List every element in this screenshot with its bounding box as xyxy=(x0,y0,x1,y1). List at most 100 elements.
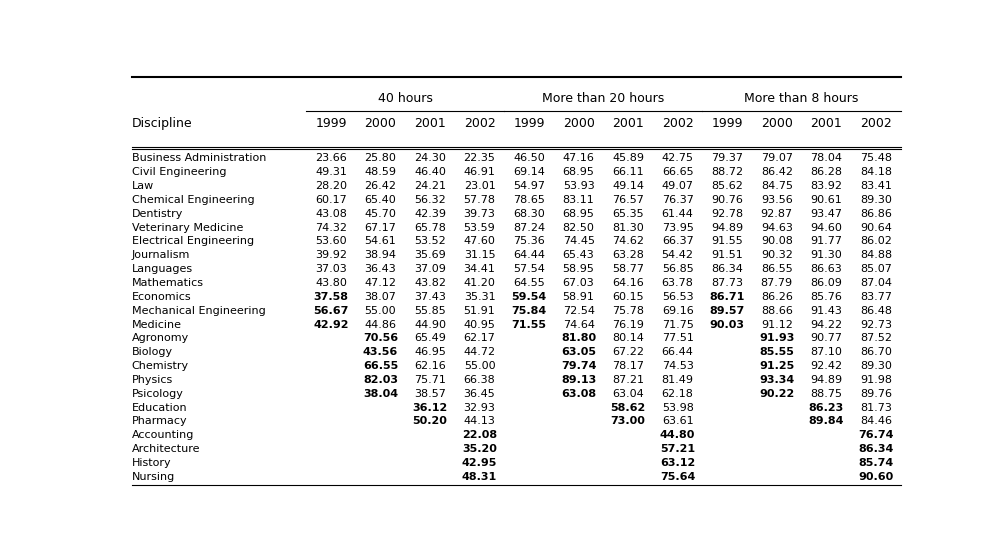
Text: 63.78: 63.78 xyxy=(661,278,693,288)
Text: 49.14: 49.14 xyxy=(612,181,644,191)
Text: 36.45: 36.45 xyxy=(463,389,495,399)
Text: 55.00: 55.00 xyxy=(365,306,396,316)
Text: 38.57: 38.57 xyxy=(414,389,446,399)
Text: 79.37: 79.37 xyxy=(712,153,744,163)
Text: 39.73: 39.73 xyxy=(463,209,495,219)
Text: 44.72: 44.72 xyxy=(463,347,495,357)
Text: Discipline: Discipline xyxy=(132,117,193,131)
Text: 1999: 1999 xyxy=(514,117,545,131)
Text: 37.03: 37.03 xyxy=(315,264,347,274)
Text: 66.44: 66.44 xyxy=(661,347,693,357)
Text: 2001: 2001 xyxy=(414,117,446,131)
Text: 77.51: 77.51 xyxy=(661,333,693,343)
Text: 86.55: 86.55 xyxy=(761,264,793,274)
Text: 85.62: 85.62 xyxy=(712,181,743,191)
Text: 2002: 2002 xyxy=(860,117,891,131)
Text: 57.21: 57.21 xyxy=(660,444,695,454)
Text: 38.94: 38.94 xyxy=(365,251,396,260)
Text: 74.64: 74.64 xyxy=(563,320,595,330)
Text: 58.91: 58.91 xyxy=(563,292,595,302)
Text: 73.95: 73.95 xyxy=(661,223,693,233)
Text: 93.56: 93.56 xyxy=(761,195,793,205)
Text: 89.13: 89.13 xyxy=(561,375,596,385)
Text: 87.04: 87.04 xyxy=(860,278,891,288)
Text: 75.71: 75.71 xyxy=(414,375,446,385)
Text: 91.77: 91.77 xyxy=(810,237,842,247)
Text: 2001: 2001 xyxy=(612,117,644,131)
Text: 42.75: 42.75 xyxy=(661,153,693,163)
Text: Biology: Biology xyxy=(132,347,173,357)
Text: 82.03: 82.03 xyxy=(363,375,398,385)
Text: 91.93: 91.93 xyxy=(759,333,794,343)
Text: 86.63: 86.63 xyxy=(810,264,842,274)
Text: 81.30: 81.30 xyxy=(612,223,644,233)
Text: 47.16: 47.16 xyxy=(563,153,595,163)
Text: More than 20 hours: More than 20 hours xyxy=(543,92,664,105)
Text: 87.52: 87.52 xyxy=(860,333,891,343)
Text: 58.95: 58.95 xyxy=(563,264,595,274)
Text: 26.42: 26.42 xyxy=(365,181,396,191)
Text: 61.44: 61.44 xyxy=(661,209,693,219)
Text: 78.65: 78.65 xyxy=(514,195,545,205)
Text: 84.75: 84.75 xyxy=(761,181,793,191)
Text: 46.40: 46.40 xyxy=(414,167,446,177)
Text: 80.14: 80.14 xyxy=(612,333,644,343)
Text: 86.86: 86.86 xyxy=(860,209,891,219)
Text: 36.12: 36.12 xyxy=(412,403,447,413)
Text: 37.09: 37.09 xyxy=(414,264,446,274)
Text: 86.26: 86.26 xyxy=(761,292,793,302)
Text: 56.53: 56.53 xyxy=(662,292,693,302)
Text: 57.78: 57.78 xyxy=(463,195,495,205)
Text: 63.08: 63.08 xyxy=(561,389,596,399)
Text: Psicology: Psicology xyxy=(132,389,184,399)
Text: 84.46: 84.46 xyxy=(860,416,891,426)
Text: 51.91: 51.91 xyxy=(463,306,495,316)
Text: 66.37: 66.37 xyxy=(662,237,693,247)
Text: 22.08: 22.08 xyxy=(462,430,497,440)
Text: 90.60: 90.60 xyxy=(858,472,893,482)
Text: 55.00: 55.00 xyxy=(463,361,495,371)
Text: Mechanical Engineering: Mechanical Engineering xyxy=(132,306,265,316)
Text: 44.13: 44.13 xyxy=(463,416,495,426)
Text: 86.34: 86.34 xyxy=(858,444,893,454)
Text: 76.19: 76.19 xyxy=(612,320,644,330)
Text: 86.42: 86.42 xyxy=(761,167,793,177)
Text: 53.93: 53.93 xyxy=(563,181,595,191)
Text: 78.04: 78.04 xyxy=(810,153,842,163)
Text: Economics: Economics xyxy=(132,292,192,302)
Text: 2001: 2001 xyxy=(810,117,842,131)
Text: 94.22: 94.22 xyxy=(810,320,842,330)
Text: 60.17: 60.17 xyxy=(315,195,347,205)
Text: 70.56: 70.56 xyxy=(363,333,398,343)
Text: 54.97: 54.97 xyxy=(514,181,545,191)
Text: 36.43: 36.43 xyxy=(365,264,396,274)
Text: 42.95: 42.95 xyxy=(462,458,497,468)
Text: History: History xyxy=(132,458,172,468)
Text: 75.48: 75.48 xyxy=(860,153,891,163)
Text: 25.80: 25.80 xyxy=(365,153,396,163)
Text: 28.20: 28.20 xyxy=(315,181,347,191)
Text: 65.43: 65.43 xyxy=(563,251,595,260)
Text: 44.80: 44.80 xyxy=(660,430,695,440)
Text: 65.40: 65.40 xyxy=(365,195,396,205)
Text: 54.42: 54.42 xyxy=(661,251,693,260)
Text: 35.31: 35.31 xyxy=(463,292,495,302)
Text: More than 8 hours: More than 8 hours xyxy=(745,92,858,105)
Text: Law: Law xyxy=(132,181,154,191)
Text: 43.08: 43.08 xyxy=(315,209,347,219)
Text: 65.49: 65.49 xyxy=(414,333,446,343)
Text: 78.17: 78.17 xyxy=(612,361,644,371)
Text: 91.51: 91.51 xyxy=(712,251,743,260)
Text: 87.24: 87.24 xyxy=(513,223,545,233)
Text: 88.72: 88.72 xyxy=(712,167,744,177)
Text: 87.79: 87.79 xyxy=(761,278,793,288)
Text: 46.50: 46.50 xyxy=(514,153,545,163)
Text: 40 hours: 40 hours xyxy=(378,92,433,105)
Text: Chemical Engineering: Chemical Engineering xyxy=(132,195,254,205)
Text: 53.60: 53.60 xyxy=(316,237,347,247)
Text: 88.66: 88.66 xyxy=(761,306,793,316)
Text: 92.78: 92.78 xyxy=(712,209,744,219)
Text: 23.01: 23.01 xyxy=(463,181,495,191)
Text: Medicine: Medicine xyxy=(132,320,182,330)
Text: 93.34: 93.34 xyxy=(759,375,794,385)
